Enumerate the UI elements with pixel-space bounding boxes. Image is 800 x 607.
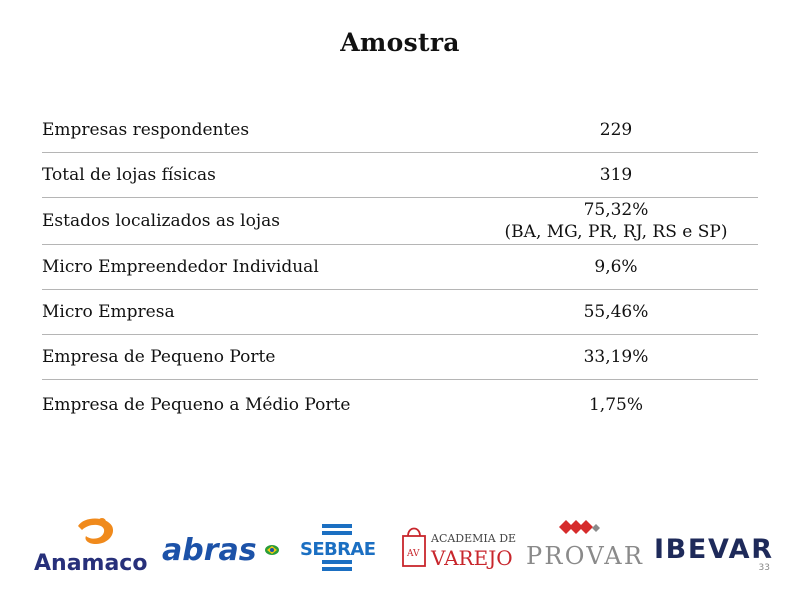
row-value: 75,32% <box>583 200 649 220</box>
row-label: Total de lojas físicas <box>42 165 216 185</box>
anamaco-wordmark: Anamaco <box>34 551 147 576</box>
row-label: Micro Empresa <box>42 302 175 322</box>
academia-line2: VAREJO <box>430 546 513 570</box>
row-value-group: 75,32% (BA, MG, PR, RJ, RS e SP) <box>498 199 734 243</box>
anamaco-logo: Anamaco <box>32 514 148 576</box>
sponsor-logos: Anamaco abras SEBRAE <box>0 508 800 578</box>
abras-wordmark: abras <box>162 533 257 568</box>
anamaco-swirl-icon <box>78 518 114 544</box>
row-value-detail: (BA, MG, PR, RJ, RS e SP) <box>504 222 728 242</box>
table-row: Micro Empresa 55,46% <box>42 290 758 335</box>
row-value: 9,6% <box>594 257 638 277</box>
shopping-bag-icon: AV <box>402 527 426 567</box>
provar-diamonds-icon <box>559 520 600 534</box>
row-value: 55,46% <box>583 302 649 322</box>
row-label: Empresa de Pequeno Porte <box>42 347 276 367</box>
row-label: Empresa de Pequeno a Médio Porte <box>42 395 351 415</box>
academia-varejo-logo: AV ACADEMIA DE VAREJO <box>400 522 518 572</box>
brazil-flag-icon <box>265 545 279 555</box>
row-label: Empresas respondentes <box>42 120 250 140</box>
academia-bag-monogram: AV <box>406 549 420 559</box>
table-row: Micro Empreendedor Individual 9,6% <box>42 245 758 290</box>
row-value: 1,75% <box>588 395 643 415</box>
row-value: 229 <box>599 120 633 140</box>
ibevar-logo: IBEVAR <box>654 530 774 565</box>
provar-logo: PROVAR <box>526 518 644 574</box>
academia-line1: ACADEMIA DE <box>430 532 516 545</box>
table-row: Empresa de Pequeno Porte 33,19% <box>42 335 758 380</box>
ibevar-wordmark: IBEVAR <box>654 534 772 564</box>
abras-logo: abras <box>162 530 282 570</box>
row-value: 33,19% <box>583 347 649 367</box>
sebrae-logo: SEBRAE <box>298 522 380 574</box>
sebrae-wordmark: SEBRAE <box>300 539 376 560</box>
table-row: Total de lojas físicas 319 <box>42 153 758 198</box>
page-title: Amostra <box>340 28 460 57</box>
table-row: Estados localizados as lojas 75,32% (BA,… <box>42 198 758 245</box>
row-label: Estados localizados as lojas <box>42 211 280 231</box>
provar-wordmark: PROVAR <box>526 542 643 570</box>
row-label: Micro Empreendedor Individual <box>42 257 319 277</box>
sample-table: Empresas respondentes 229 Total de lojas… <box>42 108 758 430</box>
page-number: 33 <box>758 563 770 573</box>
table-row: Empresas respondentes 229 <box>42 108 758 153</box>
row-value: 319 <box>599 165 633 185</box>
table-row: Empresa de Pequeno a Médio Porte 1,75% <box>42 380 758 430</box>
sebrae-stripes-icon <box>322 524 352 571</box>
